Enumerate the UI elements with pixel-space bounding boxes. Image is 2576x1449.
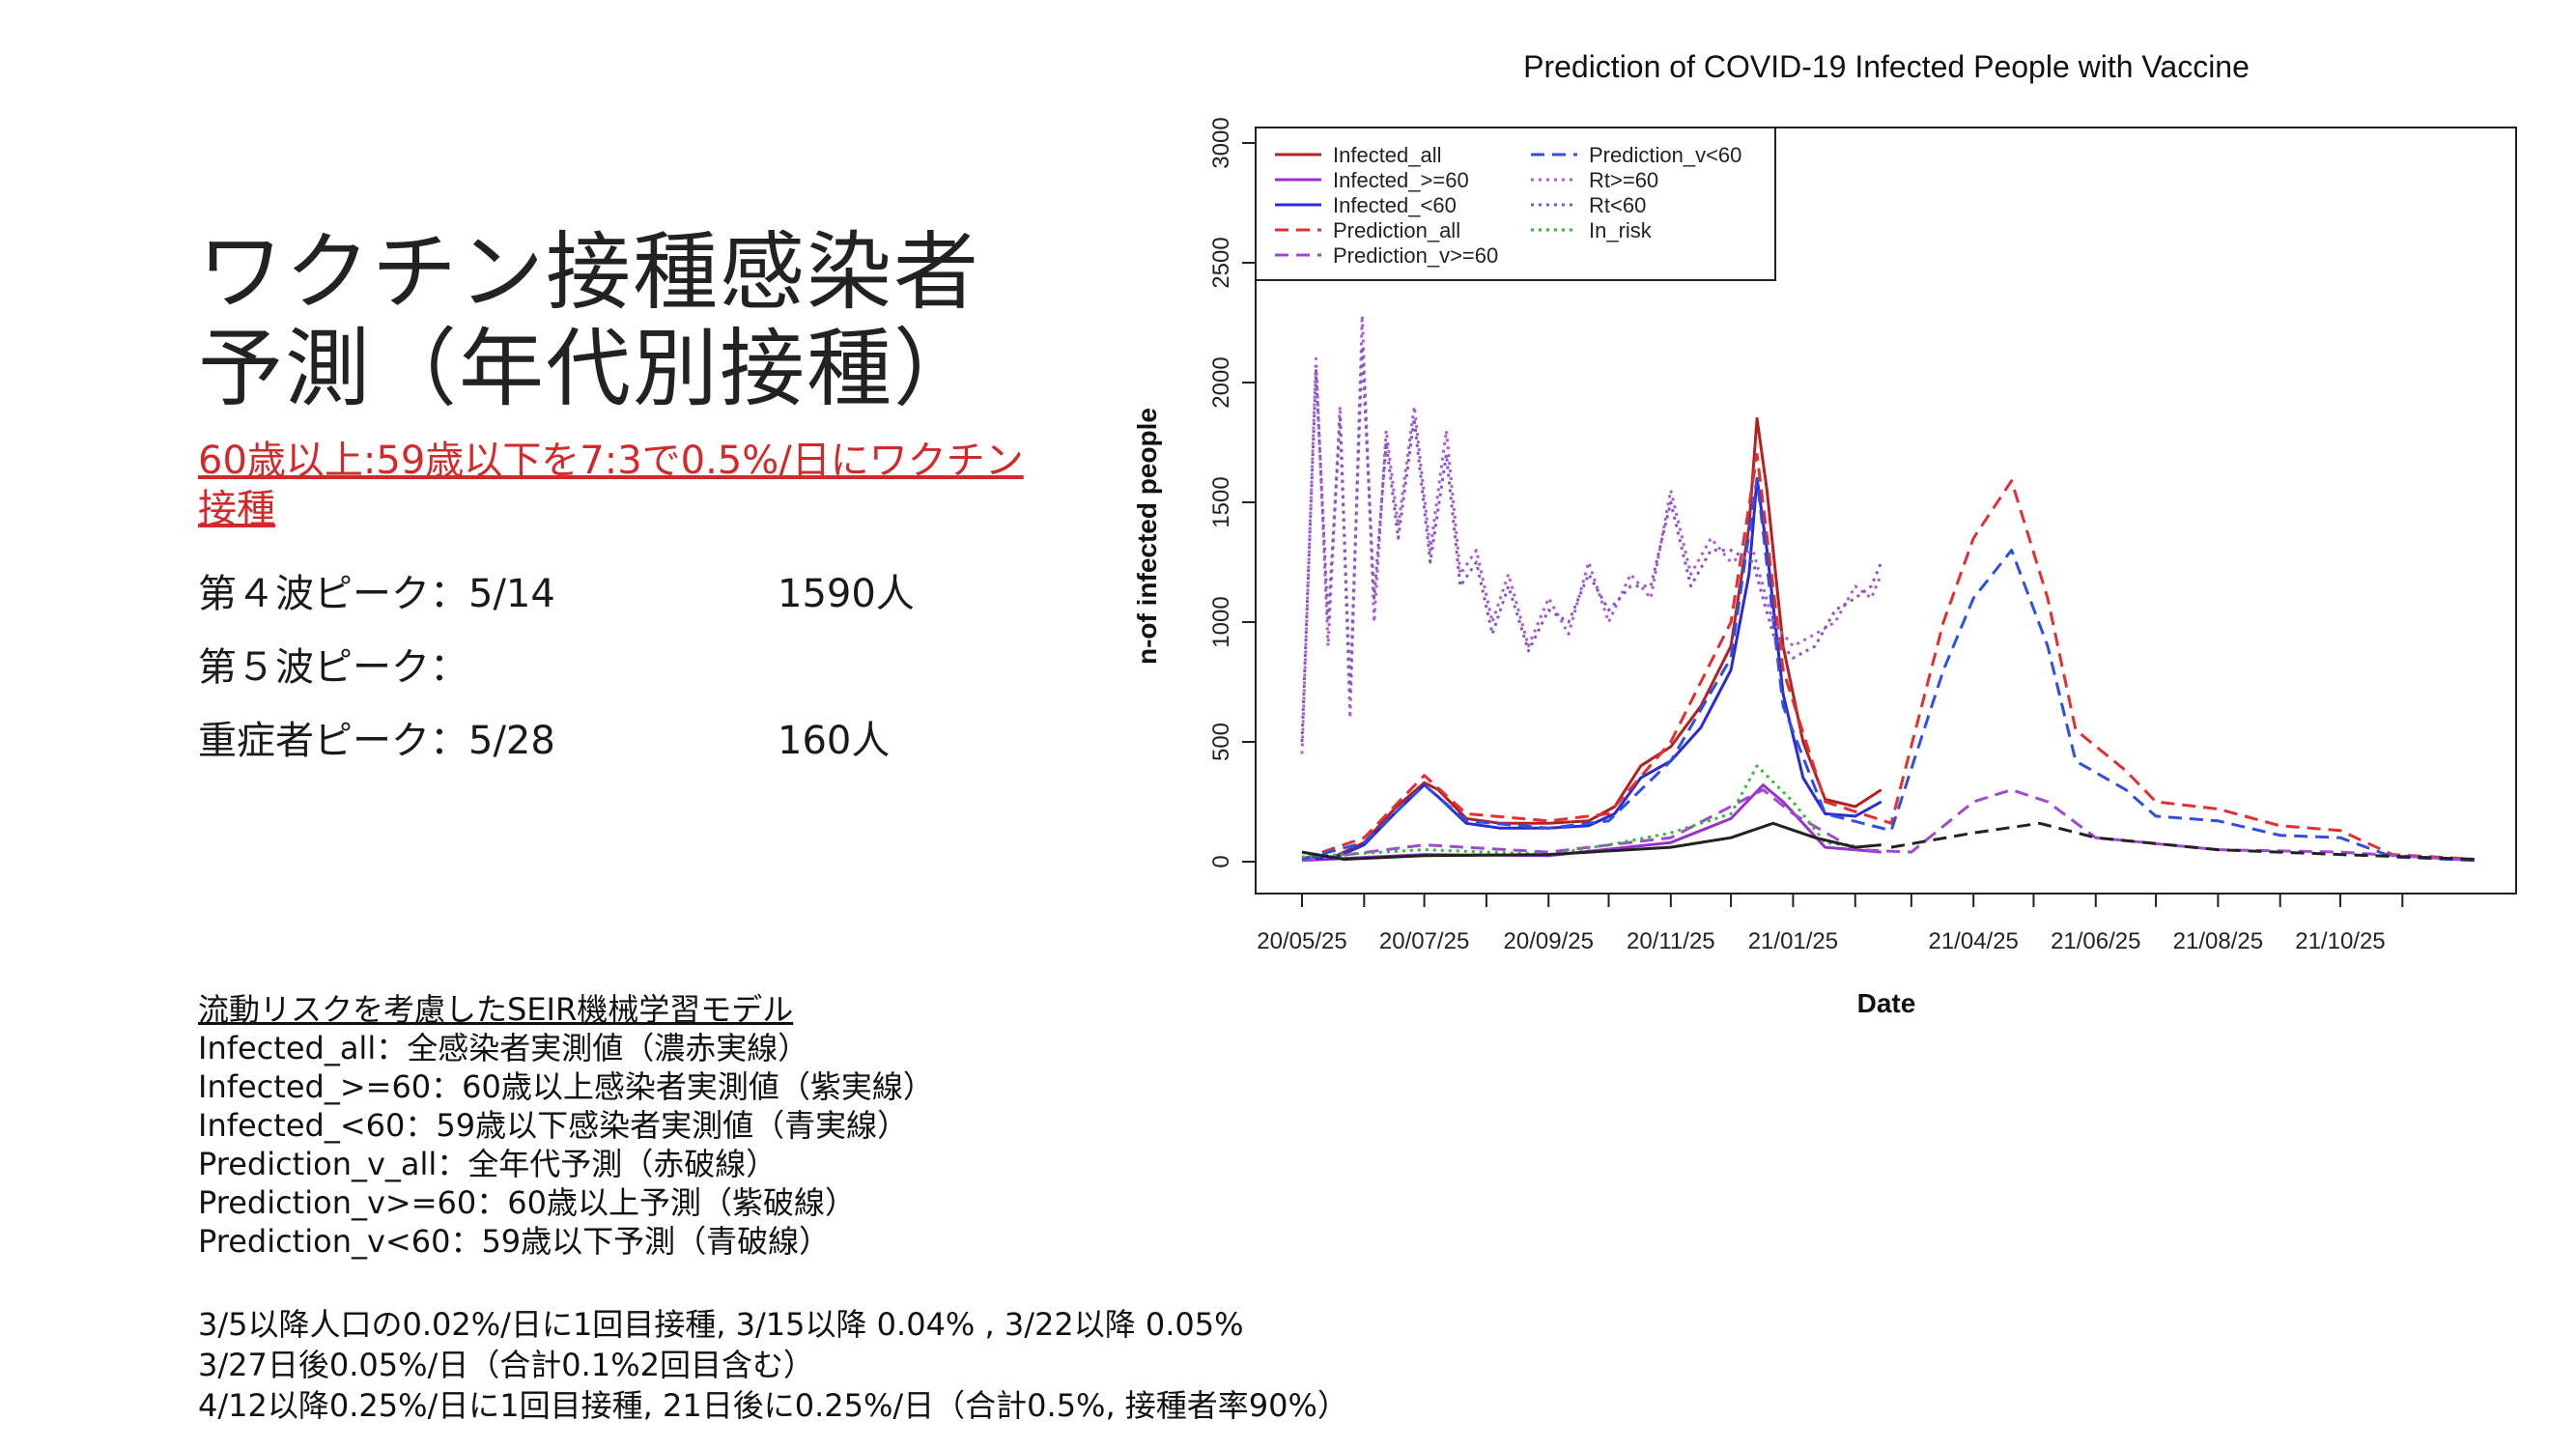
vacc-line: 3/27日後0.05%/日（合計0.1%2回目含む） [198, 1347, 814, 1383]
y-tick-label: 3000 [1208, 117, 1234, 168]
y-tick-label: 1000 [1208, 596, 1234, 647]
legend-label: Prediction_v<60 [1589, 143, 1741, 167]
vacc-line: 4/12以降0.25%/日に1回目接種, 21日後に0.25%/日（合計0.5%… [198, 1387, 1348, 1424]
series-line-prediction-v-60 [1301, 476, 2476, 863]
peak-value: 1590人 [778, 572, 915, 616]
peak-label: 第５波ピーク： [198, 645, 468, 690]
chart-title: Prediction of COVID-19 Infected People w… [1523, 49, 2250, 84]
x-tick-label: 20/07/25 [1379, 928, 1469, 954]
series-line-rt-60 [1300, 345, 1883, 743]
note-line: Prediction_v>=60：60歳以上予測（紫破線） [198, 1184, 856, 1221]
x-axis-label: Date [1857, 988, 1916, 1018]
series-line-infected-60 [1301, 476, 1882, 861]
peak-row-wave4: 第４波ピーク：5/14 1590人 [198, 562, 915, 618]
legend-label: Infected_>=60 [1333, 168, 1469, 192]
vaccination-notes: 3/5以降人口の0.02%/日に1回目接種, 3/15以降 0.04% , 3/… [198, 1304, 1348, 1426]
series-line-rt-60 [1300, 314, 1883, 754]
plot-frame [1255, 127, 2517, 895]
note-line: Infected_<60：59歳以下感染者実測値（青実線） [198, 1107, 909, 1144]
note-line: Prediction_v_all：全年代予測（赤破線） [198, 1146, 778, 1182]
note-line: Infected_>=60：60歳以上感染者実測値（紫実線） [198, 1068, 934, 1105]
notes-heading: 流動リスクを考慮したSEIR機械学習モデル [198, 991, 794, 1028]
legend-label: Prediction_all [1333, 218, 1460, 242]
model-notes: 流動リスクを考慮したSEIR機械学習モデル Infected_all：全感染者実… [198, 990, 934, 1261]
vacc-line: 3/5以降人口の0.02%/日に1回目接種, 3/15以降 0.04% , 3/… [198, 1306, 1244, 1343]
series-line-infected-all [1301, 416, 1882, 860]
legend-label: Infected_all [1333, 143, 1442, 167]
x-tick-label: 21/06/25 [2051, 928, 2140, 954]
x-tick-label: 20/09/25 [1504, 928, 1594, 954]
legend-label: Prediction_v>=60 [1333, 243, 1498, 268]
legend-label: Rt>=60 [1589, 168, 1658, 192]
peak-label: 第４波ピーク：5/14 [198, 572, 555, 616]
y-tick-label: 2500 [1208, 237, 1234, 288]
x-tick-label: 21/04/25 [1928, 928, 2018, 954]
peak-label: 重症者ピーク：5/28 [198, 719, 555, 763]
y-tick-label: 1500 [1208, 476, 1234, 527]
note-line: Infected_all：全感染者実測値（濃赤実線） [198, 1030, 809, 1066]
peak-row-wave5: 第５波ピーク： [198, 636, 468, 692]
plot-area: 0 500 1000 1500 2000 2500 3000 20/05/25 20/07/25… [1208, 117, 2517, 954]
series-line-prediction-all [1301, 452, 2476, 861]
series-line-in-risk [1301, 764, 1864, 859]
legend-box [1255, 127, 1776, 281]
x-tick-label: 21/01/25 [1748, 928, 1838, 954]
peak-row-severe: 重症者ピーク：5/28 160人 [198, 709, 890, 765]
slide-title: ワクチン接種感染者 予測（年代別接種） [198, 222, 981, 418]
y-tick-label: 2000 [1208, 356, 1234, 408]
y-axis-label: n-of infected people [1132, 408, 1162, 665]
peak-value: 160人 [778, 719, 891, 763]
series-line-severe-pred [1890, 821, 2476, 861]
x-tick-label: 20/11/25 [1627, 928, 1715, 954]
x-tick-label: 20/05/25 [1257, 928, 1346, 954]
x-tick-label: 21/10/25 [2295, 928, 2385, 954]
legend-label: Infected_<60 [1333, 193, 1457, 217]
series-line-severe [1301, 821, 1882, 861]
y-tick-label: 500 [1208, 723, 1234, 761]
legend-label: Rt<60 [1589, 193, 1646, 217]
y-tick-label: 0 [1208, 855, 1234, 867]
legend-label: In_risk [1589, 218, 1653, 242]
note-line: Prediction_v<60：59歳以下予測（青破線） [198, 1223, 831, 1260]
slide-subtitle: 60歳以上:59歳以下を7:3で0.5%/日にワクチン接種 [198, 439, 1024, 531]
x-tick-label: 21/08/25 [2173, 928, 2263, 954]
